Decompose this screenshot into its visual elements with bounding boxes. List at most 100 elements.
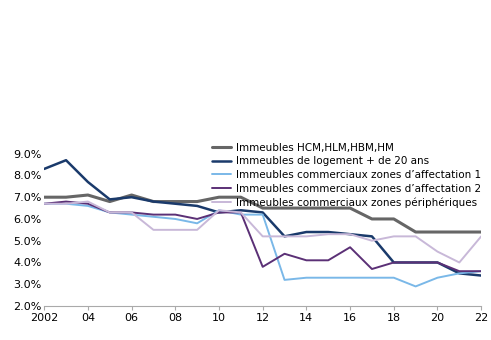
Immeubles HCM,HLM,HBM,HM: [435, 230, 440, 234]
Immeubles HCM,HLM,HBM,HM: [456, 230, 462, 234]
Immeubles HCM,HLM,HBM,HM: [41, 195, 47, 199]
Immeubles HCM,HLM,HBM,HM: [391, 217, 397, 221]
Immeubles de logement + de 20 ans: [326, 230, 331, 234]
Immeubles commerciaux zones périphériques: [456, 260, 462, 265]
Immeubles commerciaux zones d’affectation 2: [456, 269, 462, 273]
Immeubles commerciaux zones d’affectation 1: [41, 202, 47, 206]
Immeubles HCM,HLM,HBM,HM: [129, 193, 135, 197]
Immeubles de logement + de 20 ans: [347, 232, 353, 236]
Immeubles commerciaux zones d’affectation 1: [150, 215, 156, 219]
Legend: Immeubles HCM,HLM,HBM,HM, Immeubles de logement + de 20 ans, Immeubles commercia: Immeubles HCM,HLM,HBM,HM, Immeubles de l…: [212, 143, 481, 208]
Immeubles commerciaux zones d’affectation 2: [63, 200, 69, 204]
Immeubles commerciaux zones d’affectation 2: [478, 269, 484, 273]
Immeubles commerciaux zones d’affectation 2: [107, 210, 112, 215]
Line: Immeubles commerciaux zones d’affectation 1: Immeubles commerciaux zones d’affectatio…: [44, 204, 481, 286]
Immeubles commerciaux zones d’affectation 1: [435, 276, 440, 280]
Immeubles de logement + de 20 ans: [107, 197, 112, 201]
Immeubles commerciaux zones périphériques: [150, 228, 156, 232]
Immeubles commerciaux zones d’affectation 2: [216, 210, 222, 215]
Immeubles de logement + de 20 ans: [194, 204, 200, 208]
Immeubles commerciaux zones d’affectation 2: [282, 252, 288, 256]
Immeubles commerciaux zones d’affectation 2: [347, 245, 353, 249]
Immeubles HCM,HLM,HBM,HM: [63, 195, 69, 199]
Immeubles HCM,HLM,HBM,HM: [347, 206, 353, 210]
Immeubles commerciaux zones d’affectation 1: [194, 221, 200, 225]
Immeubles commerciaux zones d’affectation 2: [129, 210, 135, 215]
Immeubles commerciaux zones d’affectation 2: [435, 260, 440, 265]
Immeubles commerciaux zones périphériques: [326, 232, 331, 236]
Immeubles commerciaux zones périphériques: [172, 228, 178, 232]
Immeubles commerciaux zones d’affectation 1: [85, 204, 91, 208]
Immeubles commerciaux zones d’affectation 2: [260, 265, 266, 269]
Immeubles HCM,HLM,HBM,HM: [172, 200, 178, 204]
Immeubles HCM,HLM,HBM,HM: [413, 230, 419, 234]
Immeubles commerciaux zones d’affectation 1: [107, 210, 112, 215]
Immeubles HCM,HLM,HBM,HM: [216, 195, 222, 199]
Immeubles de logement + de 20 ans: [435, 260, 440, 265]
Immeubles commerciaux zones d’affectation 1: [303, 276, 309, 280]
Immeubles de logement + de 20 ans: [413, 260, 419, 265]
Immeubles commerciaux zones d’affectation 2: [391, 260, 397, 265]
Immeubles commerciaux zones d’affectation 2: [326, 258, 331, 262]
Immeubles commerciaux zones d’affectation 1: [478, 269, 484, 273]
Immeubles de logement + de 20 ans: [41, 167, 47, 171]
Immeubles commerciaux zones périphériques: [303, 234, 309, 238]
Immeubles commerciaux zones périphériques: [216, 208, 222, 212]
Immeubles commerciaux zones d’affectation 1: [413, 284, 419, 288]
Immeubles commerciaux zones périphériques: [347, 232, 353, 236]
Immeubles de logement + de 20 ans: [478, 273, 484, 277]
Immeubles HCM,HLM,HBM,HM: [107, 200, 112, 204]
Immeubles de logement + de 20 ans: [216, 210, 222, 215]
Immeubles commerciaux zones d’affectation 1: [216, 208, 222, 212]
Immeubles commerciaux zones périphériques: [129, 210, 135, 215]
Immeubles commerciaux zones d’affectation 2: [150, 212, 156, 217]
Immeubles commerciaux zones périphériques: [107, 210, 112, 215]
Immeubles commerciaux zones périphériques: [260, 234, 266, 238]
Immeubles de logement + de 20 ans: [172, 202, 178, 206]
Immeubles commerciaux zones d’affectation 1: [63, 202, 69, 206]
Immeubles HCM,HLM,HBM,HM: [260, 206, 266, 210]
Immeubles commerciaux zones d’affectation 2: [238, 210, 244, 215]
Immeubles de logement + de 20 ans: [260, 210, 266, 215]
Immeubles HCM,HLM,HBM,HM: [478, 230, 484, 234]
Immeubles commerciaux zones périphériques: [85, 200, 91, 204]
Immeubles commerciaux zones périphériques: [194, 228, 200, 232]
Immeubles commerciaux zones périphériques: [413, 234, 419, 238]
Immeubles commerciaux zones d’affectation 2: [85, 202, 91, 206]
Immeubles commerciaux zones d’affectation 1: [282, 278, 288, 282]
Immeubles commerciaux zones d’affectation 2: [303, 258, 309, 262]
Line: Immeubles HCM,HLM,HBM,HM: Immeubles HCM,HLM,HBM,HM: [44, 195, 481, 232]
Immeubles commerciaux zones d’affectation 1: [172, 217, 178, 221]
Immeubles commerciaux zones d’affectation 2: [369, 267, 375, 271]
Immeubles de logement + de 20 ans: [63, 158, 69, 162]
Immeubles commerciaux zones périphériques: [478, 234, 484, 238]
Immeubles commerciaux zones d’affectation 1: [347, 276, 353, 280]
Line: Immeubles commerciaux zones périphériques: Immeubles commerciaux zones périphérique…: [44, 202, 481, 262]
Immeubles commerciaux zones périphériques: [41, 202, 47, 206]
Line: Immeubles de logement + de 20 ans: Immeubles de logement + de 20 ans: [44, 160, 481, 275]
Immeubles HCM,HLM,HBM,HM: [85, 193, 91, 197]
Immeubles de logement + de 20 ans: [303, 230, 309, 234]
Immeubles HCM,HLM,HBM,HM: [150, 200, 156, 204]
Immeubles HCM,HLM,HBM,HM: [303, 206, 309, 210]
Immeubles commerciaux zones d’affectation 1: [129, 212, 135, 217]
Immeubles commerciaux zones périphériques: [435, 250, 440, 254]
Line: Immeubles commerciaux zones d’affectation 2: Immeubles commerciaux zones d’affectatio…: [44, 202, 481, 271]
Immeubles commerciaux zones d’affectation 1: [456, 271, 462, 275]
Immeubles de logement + de 20 ans: [369, 234, 375, 238]
Immeubles commerciaux zones d’affectation 2: [172, 212, 178, 217]
Immeubles commerciaux zones d’affectation 1: [369, 276, 375, 280]
Immeubles de logement + de 20 ans: [85, 180, 91, 184]
Immeubles HCM,HLM,HBM,HM: [238, 195, 244, 199]
Immeubles HCM,HLM,HBM,HM: [194, 200, 200, 204]
Immeubles de logement + de 20 ans: [282, 234, 288, 238]
Immeubles de logement + de 20 ans: [150, 200, 156, 204]
Immeubles commerciaux zones d’affectation 2: [41, 202, 47, 206]
Immeubles de logement + de 20 ans: [456, 271, 462, 275]
Immeubles commerciaux zones périphériques: [63, 202, 69, 206]
Immeubles commerciaux zones d’affectation 1: [391, 276, 397, 280]
Immeubles HCM,HLM,HBM,HM: [326, 206, 331, 210]
Immeubles de logement + de 20 ans: [391, 260, 397, 265]
Immeubles de logement + de 20 ans: [238, 208, 244, 212]
Immeubles commerciaux zones d’affectation 2: [194, 217, 200, 221]
